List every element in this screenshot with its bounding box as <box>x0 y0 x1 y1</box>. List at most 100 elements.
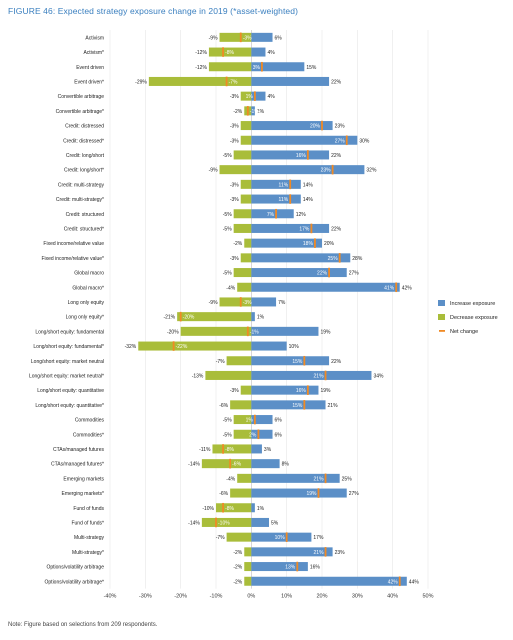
decrease-label: -6% <box>219 403 228 409</box>
category-label: Credit: multi-strategy* <box>56 197 104 203</box>
net-change-marker <box>317 488 320 498</box>
net-change-marker <box>239 32 242 43</box>
category-label: Long/short equity: quantitative <box>37 388 104 394</box>
category-label: Activism* <box>83 50 104 56</box>
decrease-label: -9% <box>209 300 218 306</box>
category-label: Global macro* <box>72 285 104 291</box>
decrease-label: -32% <box>125 344 137 350</box>
chart-note: Note: Figure based on selections from 20… <box>8 622 158 628</box>
net-change-marker <box>261 61 263 72</box>
net-change-label: 11% <box>279 182 289 188</box>
decrease-label: -3% <box>230 94 239 100</box>
net-change-label: -3% <box>243 300 252 306</box>
decrease-label: -12% <box>195 65 207 71</box>
category-label: Fixed income/relative value <box>43 241 104 247</box>
net-change-label: 21% <box>314 476 325 482</box>
net-change-marker <box>324 473 327 484</box>
increase-bar <box>251 76 330 86</box>
decrease-bar <box>244 238 252 248</box>
decrease-bar <box>233 429 252 439</box>
decrease-label: -3% <box>230 197 239 203</box>
decrease-bar <box>230 488 252 498</box>
x-tick-label: 30% <box>352 594 363 600</box>
category-labels: Activism Activism* Event driven Event drive… <box>29 35 105 585</box>
increase-bar <box>251 385 319 395</box>
increase-label: 34% <box>373 373 384 379</box>
net-change-label: 25% <box>328 256 339 262</box>
category-label: Credit: structured* <box>64 226 104 232</box>
category-label: Multi-strategy <box>74 535 105 541</box>
decrease-label: -5% <box>223 432 232 438</box>
increase-bar <box>251 356 330 366</box>
category-label: Fixed income/relative value* <box>41 256 104 262</box>
decrease-bar <box>233 223 252 233</box>
increase-label: 1% <box>257 506 265 512</box>
increase-label: 15% <box>306 65 317 71</box>
category-label: Long/short equity: market neutral <box>31 359 104 365</box>
x-tick-label: -10% <box>210 594 223 600</box>
net-change-label: 2% <box>249 432 257 438</box>
decrease-label: -21% <box>163 315 175 321</box>
category-label: Event driven <box>76 65 104 71</box>
decrease-label: -2% <box>233 565 242 571</box>
increase-bar <box>251 91 266 101</box>
decrease-bar <box>244 562 252 572</box>
increase-label: 1% <box>257 315 265 321</box>
decrease-bar <box>226 356 252 366</box>
increase-label: 1% <box>257 109 265 115</box>
increase-label: 27% <box>349 271 360 277</box>
net-change-marker <box>345 135 348 146</box>
x-tick-label: 10% <box>281 594 292 600</box>
x-axis: -40% -30% -20% -10% 0% 10% 20% 30% 40% 50% <box>104 594 434 600</box>
increase-label: 14% <box>303 197 314 203</box>
increase-label: 22% <box>331 153 342 159</box>
net-change-marker <box>253 91 256 101</box>
chart-title: FIGURE 46: Expected strategy exposure ch… <box>8 6 299 16</box>
increase-bar <box>251 253 351 263</box>
increase-bar <box>251 312 255 322</box>
decrease-bar <box>201 459 252 469</box>
increase-label: 32% <box>366 168 377 174</box>
increase-bar <box>251 444 262 454</box>
net-change-label: 42% <box>388 579 399 585</box>
increase-label: 28% <box>352 256 363 262</box>
category-label: Event driven* <box>74 79 104 85</box>
net-change-label: 19% <box>306 491 317 497</box>
net-change-marker <box>328 267 330 278</box>
net-change-label: -1% <box>250 329 259 335</box>
net-change-label: -8% <box>225 447 234 453</box>
net-change-marker <box>222 502 224 513</box>
increase-label: 4% <box>267 94 275 100</box>
increase-label: 6% <box>275 418 283 424</box>
category-label: Credit: distressed <box>65 124 104 130</box>
increase-bar <box>251 532 312 542</box>
increase-label: 12% <box>296 212 307 218</box>
legend-label-increase: Increase exposure <box>450 301 495 307</box>
decrease-label: -11% <box>199 447 211 453</box>
category-label: Long only equity <box>68 300 105 306</box>
legend-swatch-decrease <box>438 314 445 320</box>
decrease-label: -5% <box>223 418 232 424</box>
x-tick-label: 40% <box>387 594 398 600</box>
net-change-label: 16% <box>296 153 307 159</box>
increase-label: 16% <box>310 565 321 571</box>
increase-label: 42% <box>402 285 413 291</box>
net-change-label: -7% <box>229 79 238 85</box>
category-label: CTAs/managed futures* <box>51 462 104 468</box>
category-label: Multi-strategy* <box>72 550 104 556</box>
legend-label-net: Net change <box>450 329 478 335</box>
category-label: Long only equity* <box>66 315 104 321</box>
net-change-label: 23% <box>321 168 332 174</box>
decrease-bar <box>240 385 252 395</box>
net-change-marker <box>289 179 292 190</box>
net-change-marker <box>222 47 224 57</box>
decrease-bar <box>219 165 252 175</box>
net-change-label: -3% <box>243 35 252 41</box>
net-change-marker <box>253 414 256 425</box>
net-change-label: 20% <box>310 124 321 130</box>
net-change-marker <box>296 561 299 572</box>
decrease-bar <box>240 194 252 204</box>
increase-bar <box>251 562 308 572</box>
increase-label: 23% <box>335 124 346 130</box>
bar-chart: 6% -9% -3% 4% -12% -8% 15% -12% 3% 22% -29% -7% 4% -3… <box>29 30 498 600</box>
